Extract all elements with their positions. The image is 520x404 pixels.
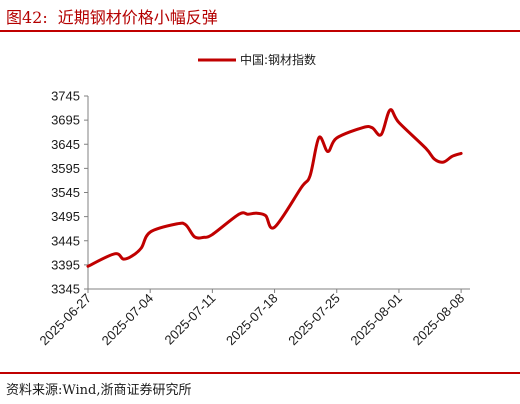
x-tick-label: 2025-07-25 bbox=[285, 291, 343, 349]
figure-title: 图42: 近期钢材价格小幅反弹 bbox=[6, 4, 218, 28]
y-tick-label: 3545 bbox=[51, 185, 80, 200]
figure-number: 图42: bbox=[6, 8, 48, 27]
figure-header: 图42: 近期钢材价格小幅反弹 bbox=[0, 0, 520, 32]
y-tick-label: 3645 bbox=[51, 137, 80, 152]
y-tick-label: 3595 bbox=[51, 161, 80, 176]
x-tick-label: 2025-07-04 bbox=[99, 291, 157, 349]
chart-plot-area bbox=[86, 108, 463, 268]
y-tick-label: 3745 bbox=[51, 89, 80, 104]
y-tick-label: 3495 bbox=[51, 209, 80, 224]
line-chart: 中国:钢材指数 3345 3395 3445 3495 3545 3595 3645 3695… bbox=[36, 52, 470, 349]
chart-legend: 中国:钢材指数 bbox=[198, 52, 316, 67]
x-tick-label: 2025-08-01 bbox=[347, 291, 405, 349]
source-note: 资料来源:Wind,浙商证券研究所 bbox=[6, 383, 192, 398]
figure-title-text: 近期钢材价格小幅反弹 bbox=[57, 8, 218, 27]
series-line-0 bbox=[86, 108, 463, 268]
x-tick-label: 2025-06-27 bbox=[36, 291, 94, 349]
legend-label: 中国:钢材指数 bbox=[240, 52, 316, 67]
x-tick-label: 2025-07-11 bbox=[162, 291, 219, 348]
y-tick-label: 3445 bbox=[51, 233, 80, 248]
y-tick-label: 3695 bbox=[51, 113, 80, 128]
y-tick-label: 3345 bbox=[51, 282, 80, 297]
figure-footer: 资料来源:Wind,浙商证券研究所 bbox=[0, 372, 520, 404]
y-tick-label: 3395 bbox=[51, 257, 80, 272]
x-tick-label: 2025-08-08 bbox=[410, 291, 468, 349]
x-tick-label: 2025-07-18 bbox=[223, 291, 281, 349]
